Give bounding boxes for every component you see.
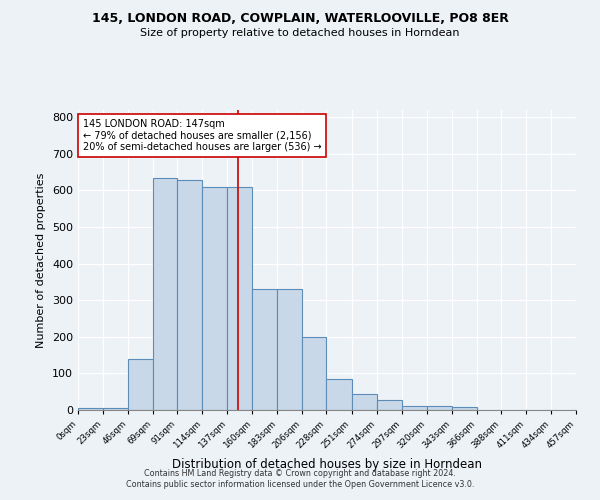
Text: Contains public sector information licensed under the Open Government Licence v3: Contains public sector information licen… [126,480,474,489]
Bar [78,408,103,410]
Bar [177,180,202,410]
Bar [153,178,177,410]
Bar [227,187,253,410]
X-axis label: Distribution of detached houses by size in Horndean: Distribution of detached houses by size … [172,458,482,471]
Text: Contains HM Land Registry data © Crown copyright and database right 2024.: Contains HM Land Registry data © Crown c… [144,468,456,477]
Bar [277,290,302,410]
Bar [103,408,128,410]
Text: 145, LONDON ROAD, COWPLAIN, WATERLOOVILLE, PO8 8ER: 145, LONDON ROAD, COWPLAIN, WATERLOOVILL… [92,12,508,26]
Bar [352,394,377,410]
Bar [202,187,227,410]
Bar [401,406,427,410]
Bar [377,400,401,410]
Bar [576,408,600,410]
Bar [326,379,352,410]
Bar [452,407,477,410]
Text: 145 LONDON ROAD: 147sqm
← 79% of detached houses are smaller (2,156)
20% of semi: 145 LONDON ROAD: 147sqm ← 79% of detache… [83,119,322,152]
Bar [253,290,277,410]
Bar [302,337,326,410]
Bar [427,406,452,410]
Text: Size of property relative to detached houses in Horndean: Size of property relative to detached ho… [140,28,460,38]
Bar [128,359,153,410]
Y-axis label: Number of detached properties: Number of detached properties [37,172,46,348]
